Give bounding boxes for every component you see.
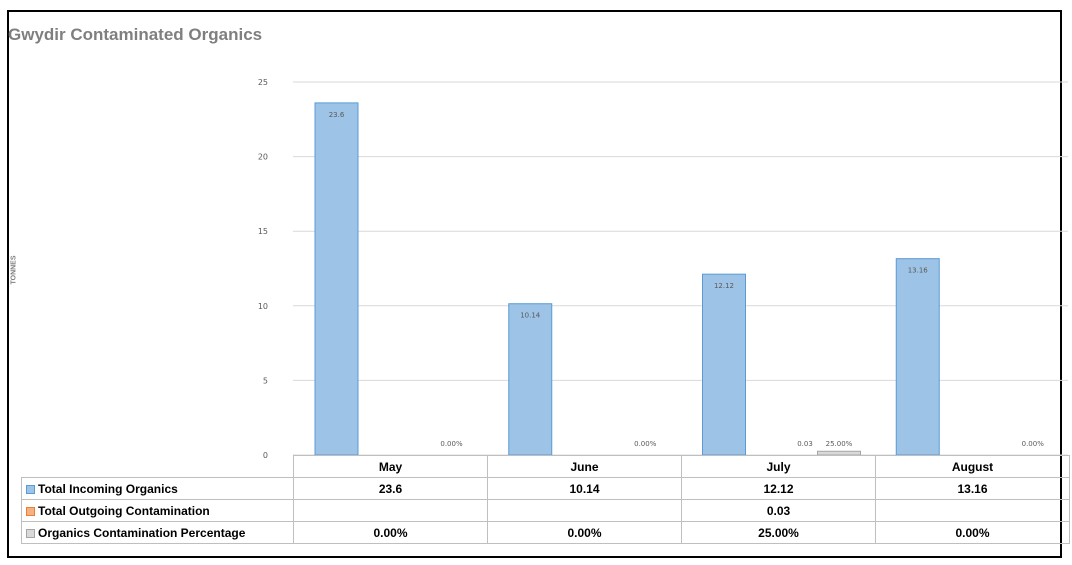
table-cell: 12.12	[681, 477, 876, 500]
table-cell: 25.00%	[681, 521, 876, 544]
data-label: 13.16	[908, 267, 929, 275]
data-label: 10.14	[520, 312, 541, 320]
data-table-row: Organics Contamination Percentage 0.00% …	[21, 521, 1070, 544]
data-table-corner	[21, 455, 294, 478]
category-header: July	[681, 455, 876, 478]
y-tick-label: 10	[258, 302, 268, 311]
bar	[895, 258, 940, 456]
legend-key	[26, 506, 35, 516]
bar	[314, 102, 359, 456]
category-header: August	[875, 455, 1070, 478]
category-header: May	[293, 455, 488, 478]
table-cell	[875, 499, 1070, 522]
table-cell: 0.03	[681, 499, 876, 522]
table-cell: 0.00%	[293, 521, 488, 544]
data-label: 23.6	[329, 111, 345, 119]
data-label: 0.00%	[1022, 440, 1045, 448]
category-header: June	[487, 455, 682, 478]
data-label: 25.00%	[826, 440, 853, 448]
table-cell: 13.16	[875, 477, 1070, 500]
data-label: 0.03	[797, 440, 813, 448]
table-cell: 23.6	[293, 477, 488, 500]
series-name: Total Outgoing Contamination	[38, 503, 210, 518]
series-name: Organics Contamination Percentage	[38, 525, 246, 540]
series-name: Total Incoming Organics	[38, 481, 178, 496]
table-cell	[487, 499, 682, 522]
bar	[702, 273, 746, 456]
table-cell: 0.00%	[487, 521, 682, 544]
table-cell	[293, 499, 488, 522]
y-tick-label: 20	[258, 153, 268, 162]
y-tick-label: 25	[258, 78, 268, 87]
bar	[817, 450, 861, 456]
data-label: 0.00%	[634, 440, 657, 448]
data-table: May June July August Total Incoming Orga…	[21, 455, 1070, 544]
legend-key	[26, 484, 35, 494]
chart-title: Gwydir Contaminated Organics	[8, 25, 263, 44]
data-table-row: Total Incoming Organics 23.6 10.14 12.12…	[21, 477, 1070, 500]
legend-key	[26, 528, 35, 538]
bar	[508, 303, 553, 456]
series-legend-entry: Organics Contamination Percentage	[21, 521, 294, 544]
data-label: 0.00%	[440, 440, 463, 448]
series-legend-entry: Total Incoming Organics	[21, 477, 294, 500]
series-legend-entry: Total Outgoing Contamination	[21, 499, 294, 522]
data-label: 12.12	[714, 282, 734, 290]
y-tick-label: 15	[258, 227, 268, 236]
y-tick-label: 5	[263, 376, 268, 385]
table-cell: 10.14	[487, 477, 682, 500]
table-cell: 0.00%	[875, 521, 1070, 544]
data-table-row: Total Outgoing Contamination 0.03	[21, 499, 1070, 522]
data-table-header-row: May June July August	[21, 455, 1070, 478]
